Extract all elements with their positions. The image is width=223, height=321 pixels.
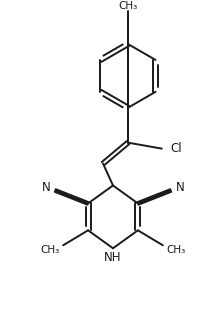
Text: CH₃: CH₃: [118, 1, 138, 11]
Text: CH₃: CH₃: [40, 245, 59, 255]
Text: N: N: [176, 181, 184, 194]
Text: CH₃: CH₃: [167, 245, 186, 255]
Text: N: N: [41, 181, 50, 194]
Text: NH: NH: [104, 251, 122, 264]
Text: Cl: Cl: [171, 142, 182, 155]
